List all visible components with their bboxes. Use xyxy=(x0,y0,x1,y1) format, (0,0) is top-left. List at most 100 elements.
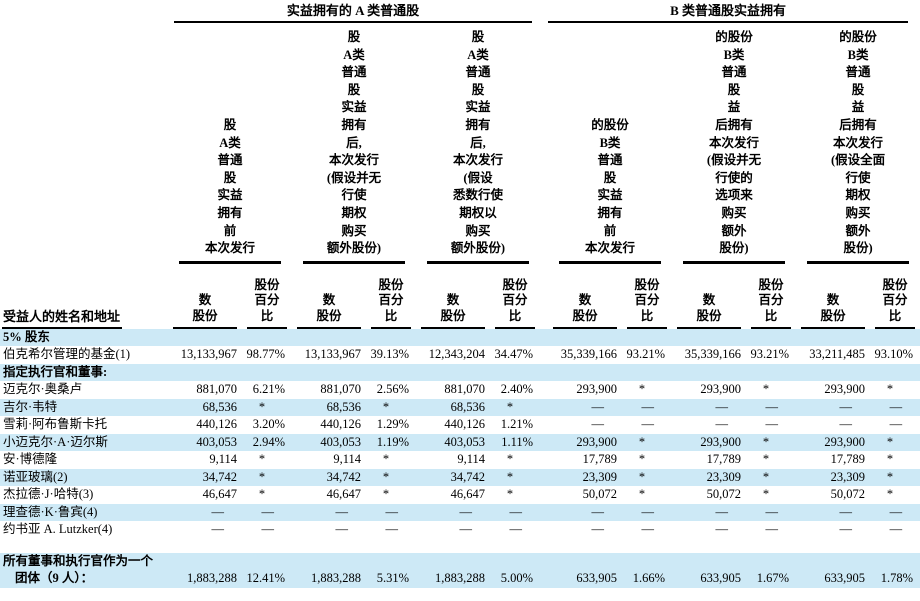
cell-shares-number: 50,072 xyxy=(582,487,618,501)
cell-shares-number: 35,339,166 xyxy=(684,347,742,361)
table-row-section: 5% 股东 xyxy=(0,328,920,346)
class-b-group-header-cell: B 类普通股实益拥有 xyxy=(548,2,920,23)
col-a-after-full-exercise-header-text: 股 A类 普通 股 实益 拥有 后, 本次发行 (假设 悉数行使 期权以 购买 … xyxy=(427,29,529,264)
row-label: 指定执行官和董事: xyxy=(3,364,108,379)
cell-shares-percent: — xyxy=(641,399,655,414)
cell-shares-number: — xyxy=(715,522,729,536)
group-gap xyxy=(540,346,548,364)
cell-shares-number: 35,339,166 xyxy=(560,347,618,361)
section-filler xyxy=(168,364,920,382)
class-a-group-title: 实益拥有的 A 类普通股 xyxy=(174,2,533,23)
group-gap xyxy=(540,521,548,539)
cell-shares-percent: 1.66% xyxy=(632,571,666,585)
shares-number-subheader: 数 股份 xyxy=(168,264,242,329)
cell-shares-number: 12,343,204 xyxy=(428,347,485,361)
cell-shares-percent: * xyxy=(258,487,266,501)
cell-shares-number: 17,789 xyxy=(582,452,618,466)
cell-shares-percent: * xyxy=(258,469,266,484)
cell-shares-percent: * xyxy=(886,487,894,501)
cell-shares-percent: * xyxy=(382,487,390,501)
row-label: 5% 股东 xyxy=(3,329,50,344)
cell-shares-number: 293,900 xyxy=(824,434,866,449)
row-label: 吉尔·韦特 xyxy=(3,399,58,414)
cell-shares-number: — xyxy=(839,522,853,536)
cell-shares-percent: * xyxy=(506,469,514,484)
cell-shares-percent: * xyxy=(762,469,770,484)
cell-shares-number: 34,742 xyxy=(326,469,361,484)
row-label: 安·博德隆 xyxy=(3,452,58,466)
ownership-table-body: 5% 股东伯克希尔管理的基金(1) 13,133,967 98.77% 13,133,… xyxy=(0,328,920,588)
cell-shares-percent: * xyxy=(886,452,894,466)
cell-shares-number: 881,070 xyxy=(196,382,237,396)
cell-shares-number: 9,114 xyxy=(457,452,485,466)
cell-shares-percent: * xyxy=(886,434,894,449)
cell-shares-percent: * xyxy=(382,469,390,484)
cell-shares-percent: — xyxy=(641,417,655,431)
cell-shares-number: — xyxy=(459,522,473,536)
cell-shares-number: — xyxy=(459,504,473,519)
cell-shares-number: 9,114 xyxy=(333,452,361,466)
cell-shares-percent: 1.11% xyxy=(501,434,534,449)
cell-shares-percent: * xyxy=(762,487,770,501)
cell-shares-number: — xyxy=(591,504,605,519)
cell-shares-percent: * xyxy=(762,382,770,396)
row-label-line: 所有董事和执行官作为一个 xyxy=(3,553,154,568)
group-gap xyxy=(540,2,548,23)
cell-shares-percent: 3.20% xyxy=(252,417,285,431)
cell-shares-percent: — xyxy=(641,522,655,536)
col-b-after-full-exercise-header: 的股份 B类 普通 股 益 后拥有 本次发行 (假设全面 行使 期权 购买 额外… xyxy=(796,23,920,264)
cell-shares-percent: — xyxy=(889,417,903,431)
cell-shares-number: 68,536 xyxy=(450,399,485,414)
group-gap xyxy=(540,416,548,434)
group-header-name-spacer xyxy=(0,2,168,23)
table-row-data: 迈克尔·奥桑卢 881,070 6.21% 881,070 2.56% 881,070 2.… xyxy=(0,381,920,399)
cell-shares-percent: * xyxy=(258,452,266,466)
cell-shares-number: 68,536 xyxy=(202,399,237,414)
cell-shares-percent: — xyxy=(261,522,275,536)
cell-shares-number: 633,905 xyxy=(824,571,866,585)
shares-percent-subheader: 股份 百分 比 xyxy=(622,264,672,329)
cell-shares-number: 293,900 xyxy=(576,382,618,396)
cell-shares-percent: * xyxy=(382,452,390,466)
cell-shares-percent: * xyxy=(886,382,894,396)
col-b-before-offering-header-text: 的股份 B类 普通 股 实益 拥有 前 本次发行 xyxy=(559,117,662,264)
cell-shares-percent: * xyxy=(382,399,390,414)
cell-shares-number: 33,211,485 xyxy=(809,347,866,361)
shares-percent-subheader: 股份 百分 比 xyxy=(366,264,416,329)
cell-shares-percent: — xyxy=(889,504,903,519)
table-row-data: 小迈克尔·A·迈尔斯 403,053 2.94% 403,053 1.19% 403,05… xyxy=(0,433,920,451)
group-header-row: 实益拥有的 A 类普通股 B 类普通股实益拥有 xyxy=(0,2,920,23)
cell-shares-percent: 1.78% xyxy=(880,571,914,585)
cell-shares-percent: — xyxy=(509,504,523,519)
cell-shares-percent: — xyxy=(889,399,903,414)
cell-shares-number: 23,309 xyxy=(830,469,866,484)
table-row-data: 伯克希尔管理的基金(1) 13,133,967 98.77% 13,133,967 39… xyxy=(0,346,920,364)
beneficial-ownership-table: 实益拥有的 A 类普通股 B 类普通股实益拥有 股 A类 普通 股 实益 拥有 … xyxy=(0,2,920,588)
cell-shares-percent: * xyxy=(638,469,646,484)
cell-shares-percent: * xyxy=(258,399,266,414)
cell-shares-percent: 1.21% xyxy=(500,417,534,431)
cell-shares-percent: — xyxy=(765,522,779,536)
cell-shares-percent: * xyxy=(638,452,646,466)
cell-shares-number: 881,070 xyxy=(320,382,361,396)
cell-shares-number: 1,883,288 xyxy=(187,571,237,585)
cell-shares-number: 17,789 xyxy=(706,452,742,466)
cell-shares-number: — xyxy=(839,504,853,519)
row-label-line: 团体（9 人）： xyxy=(15,571,94,585)
cell-shares-percent: 93.10% xyxy=(874,347,914,361)
cell-shares-percent: 5.00% xyxy=(500,571,534,585)
cell-shares-percent: 2.56% xyxy=(376,382,409,396)
row-label: 理查德·K·鲁宾(4) xyxy=(3,504,98,519)
cell-shares-number: 46,647 xyxy=(326,487,361,501)
cell-shares-number: — xyxy=(211,522,225,536)
cell-shares-number: — xyxy=(839,399,853,414)
cell-shares-percent: 1.19% xyxy=(376,434,409,449)
cell-shares-number: 13,133,967 xyxy=(304,347,361,361)
shares-percent-subheader: 股份 百分 比 xyxy=(870,264,920,329)
cell-shares-percent: — xyxy=(385,504,399,519)
cell-shares-percent: 5.31% xyxy=(376,571,409,585)
cell-shares-number: 881,070 xyxy=(444,382,485,396)
cell-shares-percent: * xyxy=(506,487,514,501)
cell-shares-percent: 93.21% xyxy=(750,347,790,361)
cell-shares-percent: 2.94% xyxy=(252,434,285,449)
